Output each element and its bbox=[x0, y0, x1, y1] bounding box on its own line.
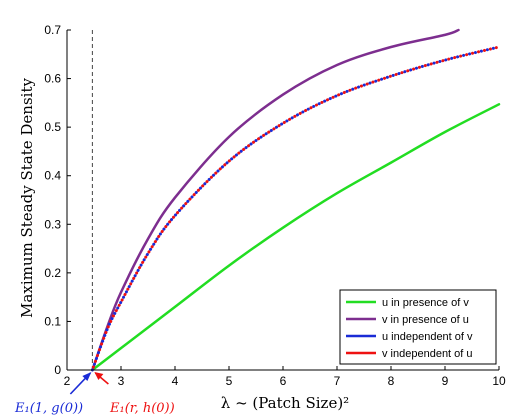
axes-layer: 2 3 4 5 6 7 8 9 10 0 0.1 0.2 0.3 0.4 0.5 0.6 0.7 bbox=[44, 23, 506, 388]
x-tick-label: 7 bbox=[334, 374, 341, 388]
legend-label: u independent of v bbox=[382, 331, 473, 343]
y-tick-label: 0.2 bbox=[44, 266, 61, 280]
annotation-arrowhead-blue bbox=[82, 372, 92, 381]
legend-label: v independent of u bbox=[382, 348, 473, 360]
legend-label: u in presence of v bbox=[382, 297, 469, 309]
x-tick-label: 2 bbox=[64, 374, 71, 388]
x-axis-title: λ ~ (Patch Size)² bbox=[221, 394, 349, 412]
series-line-1 bbox=[91, 103, 501, 372]
x-tick-label: 9 bbox=[442, 374, 449, 388]
x-tick-label: 5 bbox=[226, 374, 233, 388]
x-tick-label: 3 bbox=[118, 374, 125, 388]
series-line-3 bbox=[90, 45, 501, 372]
x-tick-label: 8 bbox=[388, 374, 395, 388]
x-tick-label: 4 bbox=[172, 374, 179, 388]
y-tick-label: 0.3 bbox=[44, 217, 61, 231]
x-tick-label: 6 bbox=[280, 374, 287, 388]
series-line-2 bbox=[91, 28, 460, 372]
x-tick-label: 10 bbox=[492, 374, 506, 388]
annotation-arrowhead-red bbox=[94, 372, 104, 380]
y-tick-label: 0.1 bbox=[44, 314, 61, 328]
annotation-label-blue: E₁(1, g(0)) bbox=[14, 401, 83, 416]
y-tick-label: 0.4 bbox=[44, 169, 61, 183]
annotations: E₁(1, g(0)) E₁(r, h(0)) bbox=[14, 372, 175, 416]
legend-label: v in presence of u bbox=[382, 314, 469, 326]
y-tick-label: 0.7 bbox=[44, 23, 61, 37]
legend: u in presence of v v in presence of u u in… bbox=[339, 289, 497, 365]
y-axis-title: Maximum Steady State Density bbox=[18, 78, 36, 318]
series-layer bbox=[90, 28, 501, 372]
annotation-label-red: E₁(r, h(0)) bbox=[109, 401, 175, 416]
y-tick-label: 0 bbox=[54, 363, 61, 377]
y-tick-label: 0.6 bbox=[44, 72, 61, 86]
y-tick-label: 0.5 bbox=[44, 120, 61, 134]
series-line-4 bbox=[90, 45, 501, 372]
